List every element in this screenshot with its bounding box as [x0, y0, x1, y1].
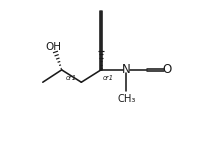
Text: O: O — [163, 63, 172, 76]
Text: OH: OH — [45, 42, 61, 52]
Text: or1: or1 — [66, 75, 77, 81]
Text: CH₃: CH₃ — [117, 94, 136, 104]
Text: N: N — [122, 95, 131, 105]
Text: N: N — [122, 63, 131, 76]
Text: or1: or1 — [103, 75, 114, 81]
